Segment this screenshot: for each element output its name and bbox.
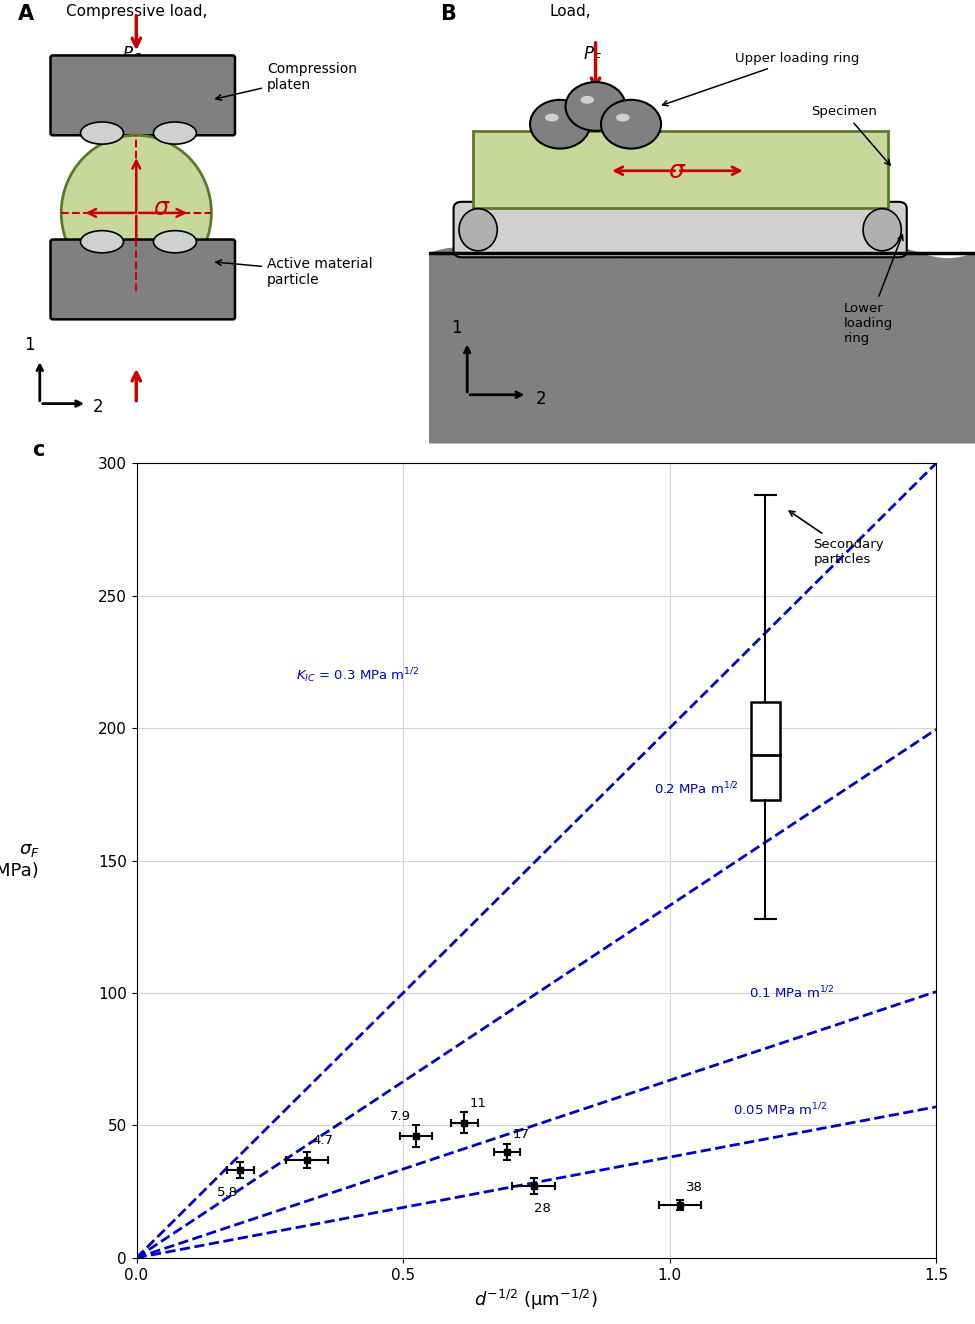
Text: 4.7: 4.7 [312, 1133, 333, 1147]
Ellipse shape [616, 114, 630, 122]
Text: c: c [32, 440, 45, 459]
Text: $\sigma$: $\sigma$ [153, 196, 171, 221]
Bar [751, 702, 780, 800]
Text: 0.2 MPa m$^{1/2}$: 0.2 MPa m$^{1/2}$ [653, 781, 738, 797]
Text: $P_F$: $P_F$ [583, 45, 603, 65]
Ellipse shape [81, 230, 124, 253]
Text: 17: 17 [512, 1128, 529, 1141]
Text: Upper loading ring: Upper loading ring [663, 52, 859, 106]
Text: B: B [440, 4, 455, 24]
Text: Load,: Load, [549, 4, 591, 20]
Text: 0.05 MPa m$^{1/2}$: 0.05 MPa m$^{1/2}$ [733, 1102, 828, 1117]
Circle shape [601, 99, 661, 148]
Text: Compression
platen: Compression platen [215, 61, 357, 101]
Text: $K_{IC}$ = 0.3 MPa m$^{1/2}$: $K_{IC}$ = 0.3 MPa m$^{1/2}$ [296, 667, 420, 686]
Circle shape [61, 135, 212, 290]
Text: 38: 38 [685, 1181, 702, 1194]
Ellipse shape [863, 209, 901, 250]
Text: Secondary
particles: Secondary particles [789, 511, 884, 565]
Ellipse shape [580, 95, 594, 103]
Text: 1: 1 [451, 319, 461, 336]
Ellipse shape [545, 114, 559, 122]
Text: 28: 28 [533, 1202, 551, 1215]
Circle shape [566, 82, 626, 131]
Y-axis label: $\sigma_F$
(MPa): $\sigma_F$ (MPa) [0, 841, 39, 880]
FancyBboxPatch shape [51, 240, 235, 319]
Text: 0.1 MPa m$^{1/2}$: 0.1 MPa m$^{1/2}$ [750, 985, 836, 1001]
Text: 1: 1 [23, 336, 34, 355]
FancyBboxPatch shape [453, 201, 907, 257]
Text: $P_C$: $P_C$ [122, 45, 142, 65]
Ellipse shape [153, 230, 196, 253]
Text: Active material
particle: Active material particle [215, 257, 372, 287]
Circle shape [530, 99, 590, 148]
Text: 2: 2 [535, 389, 546, 408]
Text: Specimen: Specimen [811, 106, 890, 166]
Text: Lower
loading
ring: Lower loading ring [844, 234, 903, 344]
Text: Compressive load,: Compressive load, [65, 4, 207, 20]
Text: 11: 11 [470, 1096, 487, 1110]
X-axis label: $d^{-1/2}$ (μm$^{-1/2}$): $d^{-1/2}$ (μm$^{-1/2}$) [474, 1288, 599, 1312]
Text: $\sigma$: $\sigma$ [668, 159, 686, 183]
Ellipse shape [153, 122, 196, 144]
Text: 2: 2 [93, 399, 103, 417]
Text: 5.8: 5.8 [216, 1186, 238, 1200]
Text: A: A [19, 4, 34, 24]
Ellipse shape [459, 209, 497, 250]
FancyBboxPatch shape [473, 131, 887, 208]
Text: 7.9: 7.9 [390, 1110, 411, 1123]
FancyBboxPatch shape [51, 56, 235, 135]
Ellipse shape [81, 122, 124, 144]
